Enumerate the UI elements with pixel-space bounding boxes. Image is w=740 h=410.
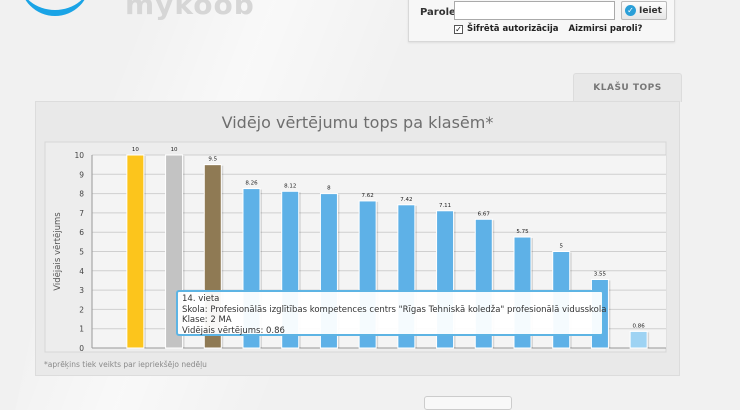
secure-auth-checkbox[interactable]: ✓	[454, 24, 463, 34]
footnote: *aprēķins tiek veikts par iepriekšējo ne…	[44, 360, 207, 369]
bottom-button[interactable]	[424, 396, 512, 410]
bar-value-label: 9.5	[208, 157, 217, 163]
bar	[629, 330, 648, 349]
y-tick-label: 5	[79, 248, 84, 257]
logo-wordmark: mykoob	[125, 0, 255, 21]
tooltip-place: 14. vieta	[182, 294, 220, 304]
secure-auth-label: Šifrētā autorizācija	[467, 24, 559, 34]
chart-title: Vidējo vērtējumu tops pa klasēm*	[221, 113, 494, 132]
bar-value-label: 8.12	[284, 183, 296, 189]
bar-value-label: 3.55	[594, 271, 607, 277]
y-tick-label: 9	[79, 170, 84, 179]
password-input[interactable]	[454, 1, 615, 20]
bar-value-label: 5.75	[516, 229, 529, 235]
y-tick-label: 3	[79, 286, 84, 295]
bar-value-label: 7.11	[439, 203, 451, 209]
bar	[126, 154, 145, 349]
tooltip-class: Klase: 2 MA	[182, 315, 232, 325]
bar-value-label: 10	[132, 147, 139, 153]
y-axis-label: Vidējais vērtējums	[53, 212, 63, 291]
password-label: Parole:	[420, 7, 460, 18]
bar-value-label: 8	[327, 186, 331, 192]
y-tick-label: 2	[79, 305, 84, 314]
y-tick-label: 7	[79, 209, 84, 218]
bar-value-label: 10	[171, 147, 178, 153]
y-tick-label: 6	[79, 228, 84, 237]
bar-value-label: 8.26	[245, 181, 258, 187]
secure-auth-row: ✓ Šifrētā autorizācija Aizmirsi paroli?	[454, 24, 642, 34]
y-tick-label: 4	[79, 267, 84, 276]
forgot-password-link[interactable]: Aizmirsi paroli?	[568, 24, 643, 34]
login-panel: Parole: ✓ Ieiet ✓ Šifrētā autorizācija A…	[408, 0, 675, 42]
login-button-label: Ieiet	[639, 5, 662, 16]
y-tick-label: 8	[79, 190, 84, 199]
bar-value-label: 7.42	[400, 197, 412, 203]
tooltip-school: Skola: Profesionālās izglītības kompeten…	[182, 304, 607, 315]
y-tick-label: 0	[79, 344, 84, 353]
logo-icon	[20, 0, 90, 16]
bar-tooltip: 14. vieta Skola: Profesionālās izglītība…	[176, 290, 607, 336]
checkmark-icon: ✓	[625, 5, 636, 16]
bar-value-label: 6.67	[478, 211, 491, 217]
bar-value-label: 0.86	[633, 323, 646, 329]
tooltip-score: Vidējais vērtējums: 0.86	[182, 325, 285, 336]
y-tick-label: 10	[74, 151, 84, 160]
bar-value-label: 5	[559, 244, 563, 250]
tab-class-top[interactable]: KLAŠU TOPS	[573, 73, 682, 102]
y-tick-label: 1	[79, 325, 84, 334]
bar-value-label: 7.62	[362, 193, 374, 199]
login-button[interactable]: ✓ Ieiet	[621, 1, 667, 20]
